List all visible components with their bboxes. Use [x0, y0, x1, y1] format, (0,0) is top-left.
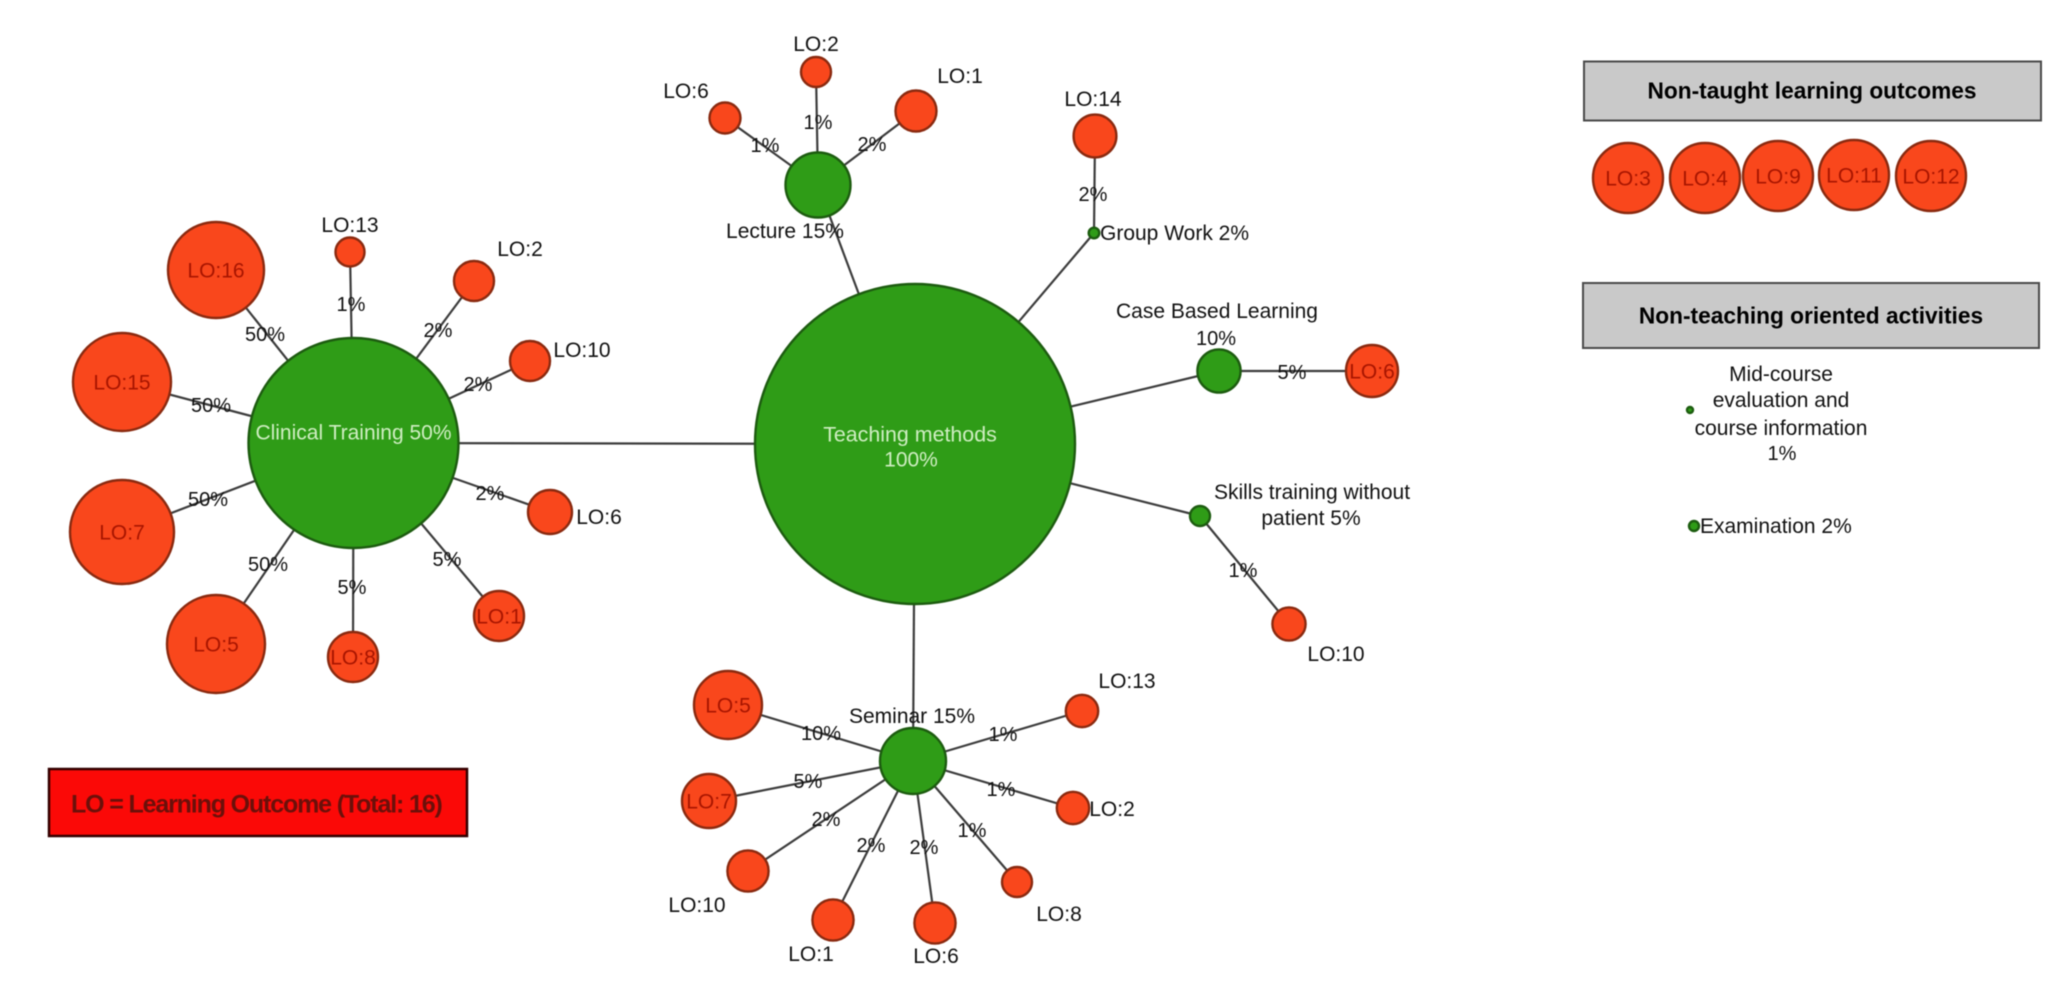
svg-text:1%: 1%	[989, 724, 1018, 746]
svg-text:1%: 1%	[804, 112, 833, 134]
svg-text:Non-taught learning outcomes: Non-taught learning outcomes	[1648, 78, 1977, 104]
svg-text:Clinical Training 50%: Clinical Training 50%	[255, 422, 451, 445]
svg-text:50%: 50%	[188, 489, 228, 511]
svg-text:LO:6: LO:6	[576, 506, 622, 529]
svg-text:Seminar 15%: Seminar 15%	[849, 705, 975, 728]
svg-text:LO:8: LO:8	[1036, 903, 1082, 926]
svg-text:LO:6: LO:6	[1349, 360, 1395, 383]
svg-text:LO:10: LO:10	[668, 894, 725, 917]
svg-text:LO:5: LO:5	[705, 694, 751, 717]
svg-text:5%: 5%	[338, 577, 367, 599]
svg-text:2%: 2%	[464, 374, 493, 396]
svg-text:LO:6: LO:6	[913, 945, 959, 968]
svg-text:LO:4: LO:4	[1682, 167, 1728, 190]
svg-text:1%: 1%	[337, 294, 366, 316]
svg-text:LO:11: LO:11	[1826, 164, 1882, 187]
svg-text:Non-teaching oriented activiti: Non-teaching oriented activities	[1639, 303, 1983, 329]
svg-text:1%: 1%	[751, 135, 780, 157]
svg-text:LO:7: LO:7	[99, 521, 145, 544]
svg-text:Mid-course: Mid-course	[1729, 363, 1833, 386]
svg-text:50%: 50%	[248, 554, 288, 576]
svg-text:LO:8: LO:8	[330, 646, 376, 669]
svg-text:LO:1: LO:1	[937, 65, 983, 88]
svg-text:100%: 100%	[884, 449, 938, 472]
svg-text:2%: 2%	[812, 809, 841, 831]
svg-text:LO:2: LO:2	[497, 238, 543, 261]
svg-text:50%: 50%	[191, 395, 231, 417]
svg-text:LO:10: LO:10	[553, 339, 610, 362]
svg-text:10%: 10%	[1196, 328, 1236, 350]
svg-text:5%: 5%	[433, 549, 462, 571]
svg-text:2%: 2%	[858, 134, 887, 156]
svg-text:1%: 1%	[987, 779, 1016, 801]
svg-text:LO:1: LO:1	[476, 605, 522, 628]
svg-text:Skills training without: Skills training without	[1214, 481, 1410, 504]
svg-text:5%: 5%	[794, 771, 823, 793]
svg-text:LO:12: LO:12	[1902, 165, 1959, 188]
svg-text:2%: 2%	[910, 837, 939, 859]
svg-text:LO:2: LO:2	[1089, 798, 1135, 821]
svg-text:LO:2: LO:2	[793, 33, 839, 56]
svg-text:10%: 10%	[801, 723, 841, 745]
svg-text:LO:14: LO:14	[1064, 88, 1122, 111]
svg-text:LO:5: LO:5	[193, 633, 239, 656]
svg-text:Case Based Learning: Case Based Learning	[1116, 300, 1318, 323]
svg-text:LO:7: LO:7	[686, 790, 732, 813]
svg-text:5%: 5%	[1278, 362, 1307, 384]
svg-text:LO:15: LO:15	[93, 371, 150, 394]
svg-text:Lecture 15%: Lecture 15%	[726, 220, 844, 243]
svg-text:LO:16: LO:16	[187, 259, 244, 282]
svg-text:LO:13: LO:13	[321, 214, 378, 237]
svg-text:2%: 2%	[857, 835, 886, 857]
svg-text:50%: 50%	[245, 324, 285, 346]
svg-text:LO:10: LO:10	[1307, 643, 1364, 666]
svg-text:patient 5%: patient 5%	[1261, 507, 1360, 530]
svg-text:2%: 2%	[424, 320, 453, 342]
svg-text:2%: 2%	[1079, 184, 1108, 206]
svg-text:LO:13: LO:13	[1098, 670, 1155, 693]
svg-text:Teaching methods: Teaching methods	[823, 423, 997, 447]
svg-text:Examination 2%: Examination 2%	[1700, 515, 1852, 538]
svg-text:LO:6: LO:6	[663, 80, 709, 103]
svg-text:course information: course information	[1695, 417, 1868, 440]
svg-text:1%: 1%	[958, 820, 987, 842]
svg-text:LO:9: LO:9	[1755, 165, 1801, 188]
svg-text:1%: 1%	[1229, 560, 1258, 582]
svg-text:LO:1: LO:1	[788, 943, 834, 966]
svg-text:LO:3: LO:3	[1605, 167, 1651, 190]
svg-text:evaluation and: evaluation and	[1713, 389, 1850, 412]
svg-text:1%: 1%	[1768, 443, 1797, 465]
svg-text:LO = Learning Outcome (Total:: LO = Learning Outcome (Total: 16)	[71, 791, 442, 819]
svg-text:2%: 2%	[476, 483, 505, 505]
svg-text:Group Work 2%: Group Work 2%	[1100, 222, 1249, 245]
